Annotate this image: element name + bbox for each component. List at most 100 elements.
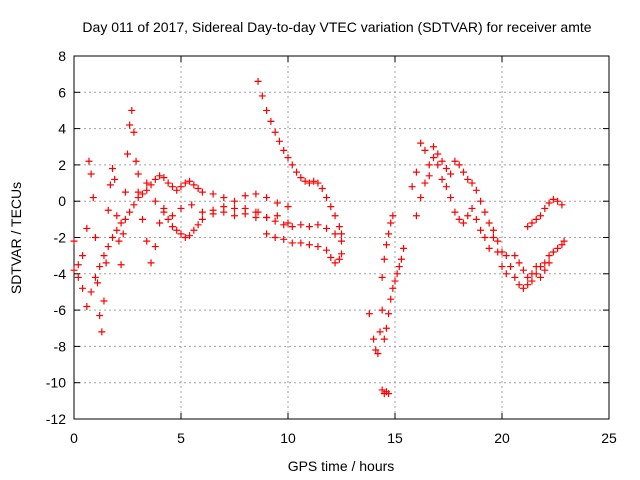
data-point-marker (263, 230, 271, 238)
series-trace-j (378, 386, 393, 398)
x-tick-label: 15 (387, 430, 403, 446)
series-trace-f (263, 230, 345, 267)
grid-lines (74, 56, 609, 419)
data-point-marker (177, 183, 185, 191)
data-point-marker (198, 215, 206, 223)
data-point-marker (188, 201, 196, 209)
data-point-marker (385, 310, 393, 318)
data-point-marker (331, 230, 339, 238)
data-point-marker (194, 184, 202, 192)
data-point-marker (271, 128, 279, 136)
data-point-marker (438, 157, 446, 165)
data-point-marker (98, 328, 106, 336)
series-trace-m (489, 226, 568, 292)
y-tick-label: 8 (58, 48, 66, 64)
x-tick-label: 25 (601, 430, 617, 446)
data-point-marker (382, 241, 390, 249)
data-point-marker (241, 192, 249, 200)
y-tick-label: -8 (54, 338, 67, 354)
data-point-marker (186, 232, 194, 240)
series-trace-a (70, 172, 292, 310)
data-point-marker (271, 234, 279, 241)
x-tick-label: 20 (494, 430, 510, 446)
data-point-marker (288, 239, 296, 247)
data-point-marker (477, 197, 485, 205)
data-point-marker (220, 194, 228, 202)
data-point-marker (391, 277, 399, 285)
data-point-marker (271, 217, 279, 225)
data-point-marker (451, 208, 459, 216)
data-point-marker (434, 161, 442, 169)
data-point-marker (143, 237, 151, 245)
data-point-marker (549, 195, 557, 203)
data-point-marker (412, 168, 420, 176)
data-point-marker (447, 194, 455, 202)
data-point-marker (124, 150, 131, 158)
data-point-marker (455, 215, 463, 223)
x-axis-ticks: 0 5 10 15 20 25 (70, 56, 617, 446)
data-point-marker (400, 244, 408, 252)
data-point-marker (408, 183, 416, 191)
data-point-marker (96, 263, 104, 271)
data-point-marker (477, 226, 485, 234)
data-point-marker (338, 237, 345, 245)
data-point-marker (220, 203, 228, 211)
data-point-marker (147, 259, 155, 267)
data-point-marker (156, 219, 164, 227)
data-point-marker (263, 106, 271, 114)
series-trace-n (511, 252, 553, 281)
y-tick-label: 6 (58, 84, 66, 100)
data-point-marker (91, 273, 99, 281)
data-point-marker (280, 221, 288, 229)
data-point-marker (365, 310, 373, 318)
data-point-marker (502, 252, 510, 260)
data-point-marker (284, 219, 292, 227)
data-point-marker (498, 248, 506, 256)
data-point-marker (85, 157, 93, 165)
data-point-marker (430, 154, 438, 162)
data-point-marker (442, 183, 450, 191)
data-point-marker (79, 252, 87, 260)
data-point-marker (519, 266, 527, 274)
data-point-marker (94, 279, 102, 287)
data-point-marker (528, 270, 536, 278)
data-point-marker (273, 199, 281, 207)
data-point-marker (397, 255, 405, 263)
data-point-marker (372, 346, 380, 354)
data-point-marker (335, 223, 343, 231)
series-trace-e (254, 208, 345, 245)
data-point-marker (464, 212, 472, 220)
y-tick-label: -10 (46, 375, 66, 391)
data-point-marker (524, 223, 532, 231)
data-point-marker (511, 273, 519, 281)
chart-title: Day 011 of 2017, Sidereal Day-to-day VTE… (82, 19, 591, 35)
data-point-marker (455, 161, 463, 169)
data-point-marker (494, 237, 502, 245)
data-point-marker (387, 295, 395, 303)
x-axis-label: GPS time / hours (288, 458, 395, 474)
data-point-marker (314, 221, 322, 229)
data-point-marker (297, 174, 305, 182)
data-point-marker (83, 224, 91, 232)
data-point-marker (297, 221, 305, 229)
data-point-marker (241, 204, 249, 212)
data-point-marker (79, 284, 87, 292)
data-point-marker (537, 212, 545, 220)
data-point-marker (434, 150, 442, 158)
data-point-marker (421, 179, 429, 187)
data-point-marker (70, 237, 78, 245)
data-point-marker (380, 255, 388, 263)
data-point-marker (524, 273, 532, 281)
data-point-marker (442, 165, 450, 173)
data-point-marker (91, 234, 99, 241)
data-point-marker (541, 204, 549, 212)
data-point-marker (181, 179, 189, 187)
data-point-marker (126, 121, 134, 129)
series-trace-g (365, 306, 386, 358)
data-point-marker (468, 204, 476, 212)
data-point-marker (100, 252, 108, 260)
data-point-marker (378, 386, 386, 394)
data-point-marker (117, 261, 125, 269)
data-point-marker (109, 165, 117, 173)
